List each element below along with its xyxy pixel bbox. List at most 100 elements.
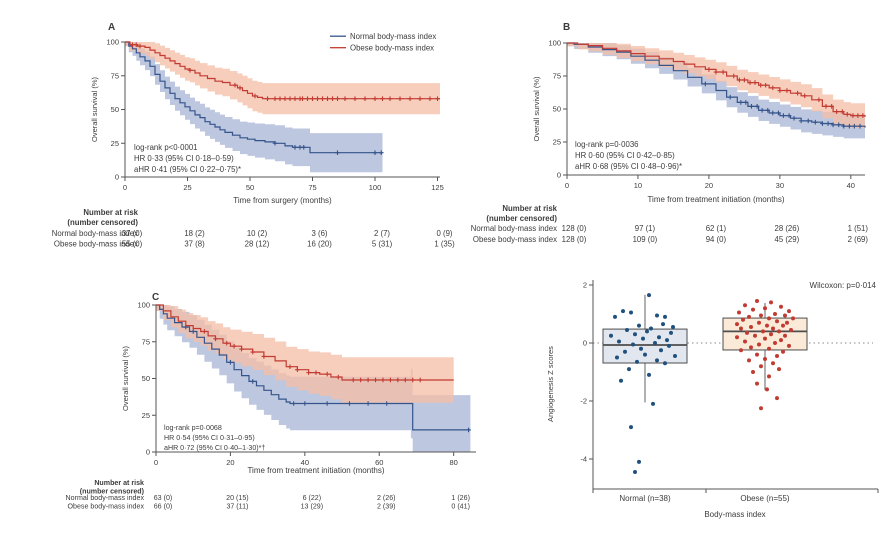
censor-tick [310,96,315,101]
risk-table-header: Number at risk [94,479,144,487]
data-point [621,309,625,314]
group-label: Normal (n=38) [619,494,671,503]
censor-marks-normal [272,140,384,155]
censor-tick [295,367,300,372]
data-point [757,342,761,347]
group-label: Obese (n=55) [740,494,789,503]
data-point [775,354,779,359]
censor-tick [759,108,765,113]
censor-tick [829,104,834,109]
censor-tick [737,77,742,83]
y-tick-label: 100 [137,301,150,310]
censor-tick [852,123,857,129]
data-point [631,342,635,347]
km-curve-normal [567,42,866,128]
censor-tick [403,377,408,383]
censor-tick [758,82,763,88]
risk-value: 10 (2) [247,229,268,238]
data-point [739,326,743,331]
risk-value: 128 (0) [562,235,587,244]
censor-tick [836,122,842,128]
censor-tick [365,377,371,383]
data-point [741,317,745,322]
data-point [645,329,649,334]
data-point [743,303,747,308]
y-tick-label: 50 [142,374,150,383]
x-axis-label: Time from treatment initiation (months) [247,466,384,475]
y-tick-label: 25 [553,138,561,147]
censor-tick [765,108,771,113]
censor-tick [830,122,836,128]
censor-tick [776,110,781,116]
x-tick-label: 40 [847,181,855,190]
censor-tick [320,96,325,101]
censor-tick [395,377,401,383]
censor-tick [754,104,760,109]
y-tick-label: 2 [583,281,587,290]
censor-tick [713,69,719,75]
data-point [663,361,667,366]
data-point [759,406,763,411]
data-point [629,310,633,315]
data-point [659,348,663,353]
data-point [629,425,633,430]
censor-tick [841,123,847,129]
censor-tick [727,94,733,100]
censor-marks-obese [706,67,866,118]
data-point [735,335,739,340]
censor-tick [250,349,256,355]
data-point [745,330,749,335]
data-point [633,332,637,337]
data-point [767,346,771,351]
risk-value: 66 (0) [154,503,173,511]
x-tick-label: 75 [308,183,316,192]
ci-band-obese [567,43,865,130]
censor-marks-normal [183,324,471,433]
censor-tick [330,96,335,101]
censor-tick [427,96,433,101]
y-tick-label: 100 [106,38,119,47]
censor-tick [358,377,363,383]
x-tick-label: 20 [226,458,234,467]
risk-value: 63 (0) [154,494,173,502]
censor-tick [855,113,861,118]
censor-tick [844,111,850,117]
data-point [777,329,781,334]
censor-tick [365,401,371,406]
data-point [647,372,651,377]
scatter-points-1 [735,298,795,411]
censor-tick [839,109,845,114]
censor-tick [315,96,320,101]
data-point [655,358,659,363]
risk-value: 1 (35) [434,240,455,249]
data-point [783,333,787,338]
data-point [641,336,645,341]
x-tick-label: 25 [183,183,191,192]
risk-value: 18 (2) [184,229,205,238]
censor-tick [738,100,744,105]
censor-tick [373,377,378,383]
ci-band-normal [125,42,383,176]
data-point [647,293,651,298]
x-axis-label: Time from treatment initiation (months) [647,195,784,204]
censor-tick [224,340,229,346]
censor-tick [292,96,298,101]
censor-tick [306,370,311,375]
censor-tick [781,113,786,118]
censor-tick [372,96,378,101]
risk-value: 3 (6) [311,229,327,238]
data-point [737,310,741,315]
annotation-line: HR 0·33 (95% CI 0·18–0·59) [134,154,234,163]
censor-tick [232,82,238,88]
censor-tick [795,90,800,96]
wilcoxon-annotation: Wilcoxon: p=0·014 [810,281,877,290]
risk-value: 1 (26) [451,494,470,502]
data-point [739,348,743,353]
censor-tick [825,121,831,126]
censor-tick [791,115,797,121]
data-point [639,346,643,351]
data-point [771,326,775,331]
censor-tick [435,96,440,101]
data-point [613,314,617,319]
legend-label: Normal body-mass index [350,32,436,41]
